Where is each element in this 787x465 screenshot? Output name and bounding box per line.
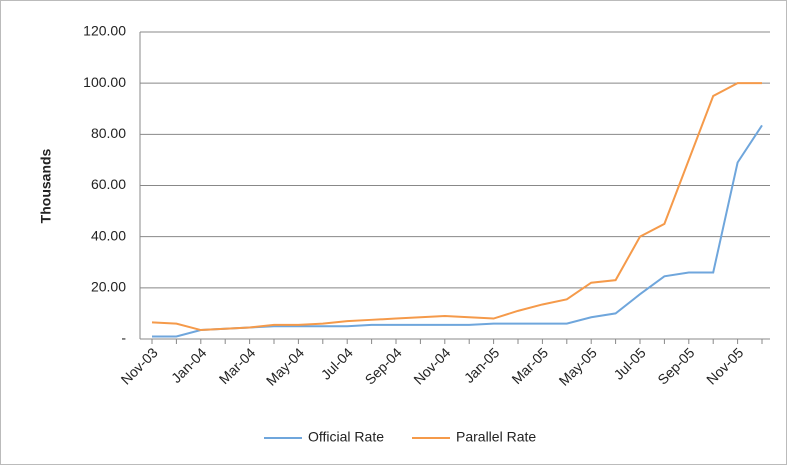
y-tick-label: 100.00 bbox=[83, 74, 126, 90]
legend-label: Official Rate bbox=[308, 429, 384, 445]
series-line bbox=[151, 82, 762, 332]
y-tick-label: 40.00 bbox=[91, 227, 126, 243]
y-axis-label: Thousands bbox=[38, 148, 54, 223]
y-tick-label: - bbox=[121, 330, 126, 346]
y-tick-label: 60.00 bbox=[91, 176, 126, 192]
y-tick-label: 20.00 bbox=[91, 279, 126, 295]
legend-label: Parallel Rate bbox=[456, 429, 536, 445]
y-tick-label: 80.00 bbox=[91, 125, 126, 141]
y-tick-label: 120.00 bbox=[83, 23, 126, 39]
